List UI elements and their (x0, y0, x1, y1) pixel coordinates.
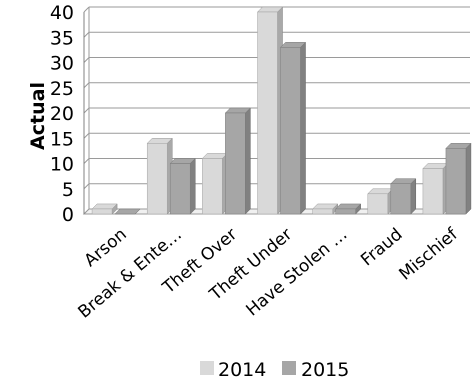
y-tick-label: 0 (62, 204, 74, 226)
x-tick-label: Mischief (396, 224, 463, 285)
grid-line-depth (83, 132, 90, 139)
legend-swatch-2015 (282, 361, 296, 375)
y-tick-label: 40 (50, 2, 74, 24)
legend-label-2015: 2015 (301, 359, 349, 381)
bar-2015 (114, 208, 141, 215)
legend: 2014 2015 (200, 359, 349, 381)
bar-2015 (445, 142, 472, 215)
y-axis-label: Actual (27, 82, 49, 150)
legend-label-2014: 2014 (218, 359, 266, 381)
bar-2014 (91, 203, 118, 215)
bar-2015 (279, 41, 307, 215)
grid-line-depth (83, 183, 90, 190)
y-tick-label: 35 (50, 27, 74, 49)
grid-line-depth (83, 82, 90, 89)
grid-line-depth (83, 107, 90, 114)
bar-2014 (256, 6, 284, 215)
y-tick-label: 30 (50, 53, 74, 75)
bar-2014 (367, 188, 394, 215)
bar-2014 (201, 152, 228, 215)
x-tick-label: Fraud (357, 225, 406, 271)
y-tick-label: 25 (50, 78, 74, 100)
x-tick-label: Have Stolen … (242, 225, 351, 321)
x-tick-label: Arson (81, 225, 131, 272)
legend-swatch-2014 (200, 361, 214, 375)
bar-2015 (390, 178, 417, 215)
y-tick-label: 10 (50, 154, 74, 176)
bar-2015 (224, 107, 251, 215)
grid-line-depth (83, 57, 90, 63)
bar-2014 (312, 203, 339, 215)
bar-2015 (335, 203, 362, 215)
grid-line-depth (83, 6, 90, 13)
bar-2014 (422, 162, 449, 215)
bar-2014 (146, 137, 173, 215)
grid-line-depth (83, 31, 90, 38)
y-tick-label: 15 (50, 128, 74, 150)
y-tick-label: 20 (50, 103, 74, 125)
y-tick-label: 5 (62, 179, 74, 201)
y-tick-labels: 0 5 10 15 20 25 30 35 40 (50, 2, 74, 226)
grid-line-depth (83, 158, 90, 164)
bar-2015 (169, 157, 196, 215)
bars (91, 6, 472, 215)
